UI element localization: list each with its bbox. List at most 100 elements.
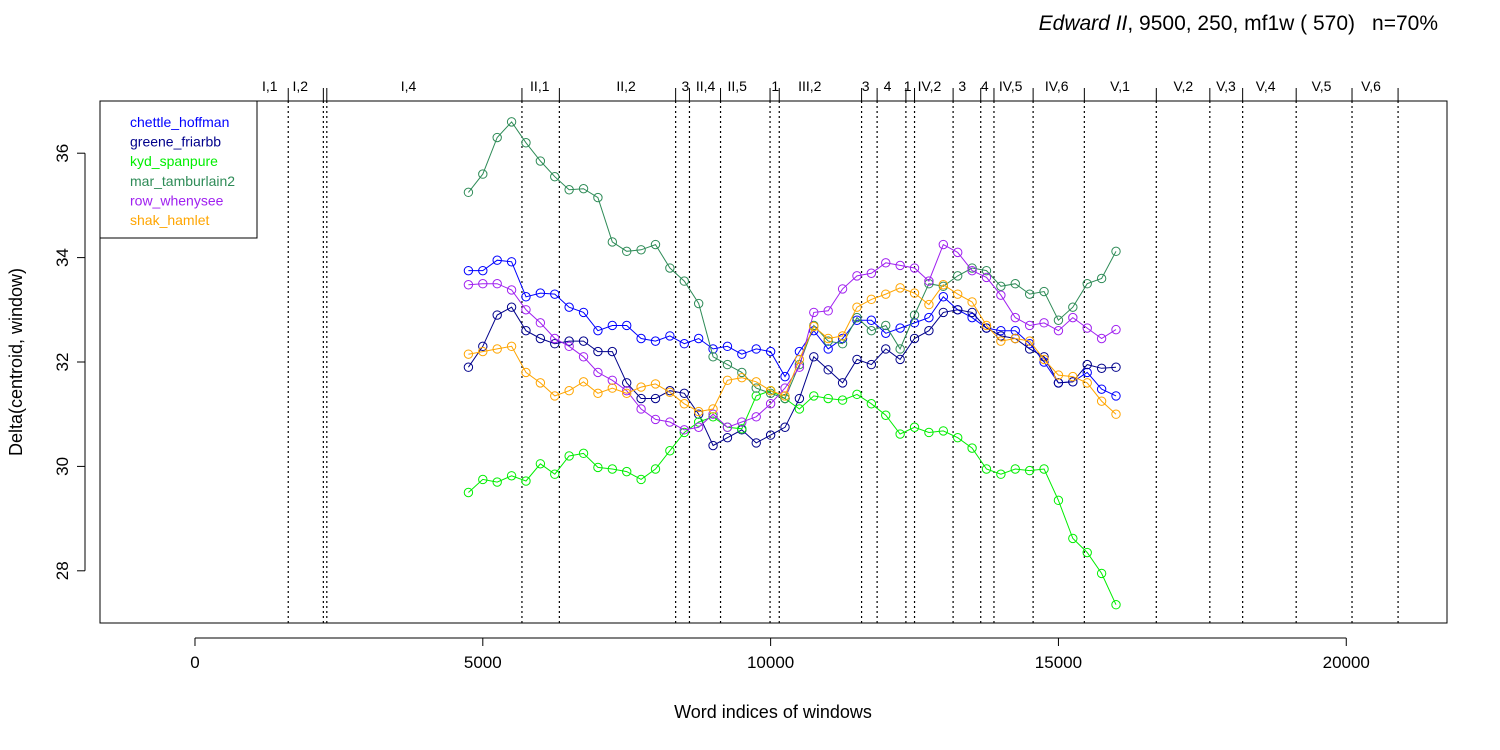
series-point xyxy=(996,469,1006,479)
series-point xyxy=(1010,279,1020,289)
series-point xyxy=(1024,465,1035,476)
series-point xyxy=(1096,384,1107,394)
series-point xyxy=(924,279,934,289)
series-point xyxy=(823,365,833,375)
series-point xyxy=(1082,323,1092,333)
series-point xyxy=(794,393,805,404)
series-point xyxy=(881,328,891,338)
series-point xyxy=(679,399,689,409)
series-point xyxy=(1111,600,1121,610)
series-point xyxy=(909,263,920,273)
series-point xyxy=(607,375,618,385)
series-point xyxy=(737,417,747,427)
series-point xyxy=(967,263,977,273)
series-point xyxy=(1082,547,1092,558)
series-point xyxy=(737,424,747,434)
series-point xyxy=(938,280,949,290)
series-point xyxy=(607,346,618,357)
series-point xyxy=(679,388,689,399)
series-point xyxy=(578,336,589,346)
x-tick-label: 20000 xyxy=(1323,653,1370,672)
series-point xyxy=(650,379,661,389)
series-point xyxy=(622,320,632,331)
series-layer xyxy=(463,117,1121,610)
series-point xyxy=(578,352,589,362)
series-point xyxy=(866,399,877,409)
series-point xyxy=(1053,315,1064,325)
x-tick-label: 5000 xyxy=(464,653,502,672)
series-point xyxy=(837,395,848,405)
series-point xyxy=(809,391,819,401)
series-point xyxy=(593,388,603,399)
scene-label: I,1 xyxy=(262,78,278,94)
y-tick-label: 32 xyxy=(53,353,72,372)
scene-label: IV,6 xyxy=(1045,78,1069,94)
series-point xyxy=(564,386,574,396)
series-point xyxy=(550,339,560,349)
series-point xyxy=(722,375,733,385)
series-point xyxy=(1039,357,1049,367)
series-point xyxy=(521,476,531,486)
series-point xyxy=(593,325,603,336)
series-point xyxy=(1096,333,1107,344)
series-point xyxy=(463,349,474,359)
series-point xyxy=(794,354,805,365)
y-tick-label: 28 xyxy=(53,561,72,580)
series-line xyxy=(467,306,1117,447)
series-point xyxy=(521,367,531,378)
series-point xyxy=(823,333,833,344)
series-point xyxy=(837,331,848,341)
series-point xyxy=(636,404,646,414)
series-point xyxy=(1024,336,1035,346)
scene-label: II,5 xyxy=(728,78,748,94)
series-point xyxy=(578,377,589,387)
series-point xyxy=(809,307,819,318)
series-point xyxy=(564,451,574,461)
series-point xyxy=(1010,464,1020,474)
scene-label: 3 xyxy=(862,78,870,94)
series-point xyxy=(636,393,646,404)
series-point xyxy=(737,367,747,378)
series-point xyxy=(593,462,603,473)
series-point xyxy=(881,289,891,299)
series-point xyxy=(578,448,589,459)
series-point xyxy=(693,406,704,417)
series-point xyxy=(794,404,805,414)
series-point xyxy=(578,183,589,194)
series-point xyxy=(478,169,488,179)
scene-label: IV,5 xyxy=(999,78,1023,94)
series-point xyxy=(550,391,560,401)
series-point xyxy=(650,464,661,474)
series-point xyxy=(1010,325,1020,336)
series-point xyxy=(722,359,733,370)
series-point xyxy=(622,378,632,388)
series-point xyxy=(866,294,877,305)
series-point xyxy=(866,268,877,278)
series-point xyxy=(1039,352,1049,362)
series-point xyxy=(780,371,790,382)
series-point xyxy=(881,258,891,268)
series-point xyxy=(708,352,718,362)
series-point xyxy=(636,474,646,485)
series-point xyxy=(1111,362,1121,372)
series-point xyxy=(693,409,704,419)
series-point xyxy=(909,318,920,328)
y-axis-label: Delta(centroid, window) xyxy=(6,268,26,456)
scene-label: II,1 xyxy=(530,78,550,94)
series-point xyxy=(953,289,963,299)
series-point xyxy=(506,117,517,127)
series-point xyxy=(852,354,862,365)
series-point xyxy=(722,432,733,443)
series-point xyxy=(478,279,488,289)
legend-entry-kyd_spanpure: kyd_spanpure xyxy=(130,153,218,169)
series-point xyxy=(665,417,675,427)
series-point xyxy=(1024,344,1035,354)
series-point xyxy=(967,297,977,307)
series-point xyxy=(1068,377,1078,387)
series-point xyxy=(1068,371,1078,382)
series-point xyxy=(1039,354,1049,365)
series-point xyxy=(881,320,891,331)
series-point xyxy=(895,323,905,333)
series-point xyxy=(521,292,531,302)
series-line xyxy=(468,121,1117,400)
